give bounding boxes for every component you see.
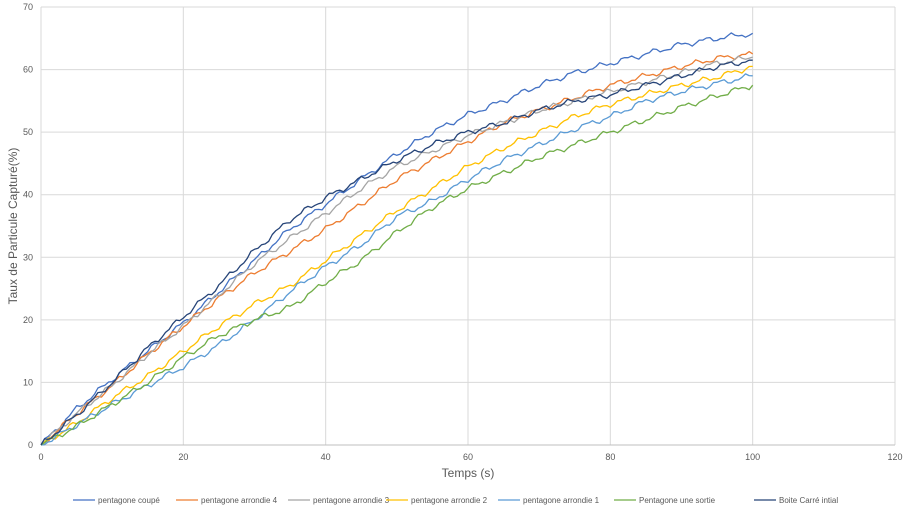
series-line-1 [40,32,754,446]
series-line-4 [40,65,753,446]
x-tick-label: 60 [463,452,473,462]
x-tick-label: 100 [745,452,760,462]
series-line-5 [40,73,753,446]
y-tick-label: 60 [23,65,33,75]
legend-label: pentagone arrondie 4 [201,496,278,505]
series-line-7 [40,59,753,446]
series-lines [40,32,754,446]
x-tick-label: 40 [321,452,331,462]
series-line-6 [40,84,754,446]
legend-label: pentagone arrondie 1 [523,496,600,505]
x-tick-labels: 0 20 40 60 80 100 120 [38,452,902,462]
x-axis-title: Temps (s) [442,466,495,480]
x-tick-label: 20 [178,452,188,462]
grid [40,6,896,445]
y-tick-label: 30 [23,252,33,262]
y-tick-label: 0 [28,440,33,450]
y-tick-label: 70 [23,2,33,12]
legend-label: pentagone coupé [98,496,160,505]
series-line-2 [40,50,754,446]
y-axis-title: Taux de Particule Capturé(%) [6,148,20,305]
legend-label: Boite Carré intial [779,496,838,505]
y-tick-label: 50 [23,127,33,137]
x-tick-label: 80 [605,452,615,462]
legend: pentagone coupé pentagone arrondie 4 penta… [73,496,838,505]
y-tick-labels: 0 10 20 30 40 50 60 70 [23,2,33,450]
legend-label: Pentagone une sortie [639,496,716,505]
y-tick-label: 20 [23,315,33,325]
y-tick-label: 40 [23,190,33,200]
legend-label: pentagone arrondie 2 [411,496,488,505]
series-line-3 [40,55,753,446]
legend-label: pentagone arrondie 3 [313,496,390,505]
x-tick-label: 0 [38,452,43,462]
y-tick-label: 10 [23,377,33,387]
x-tick-label: 120 [887,452,902,462]
